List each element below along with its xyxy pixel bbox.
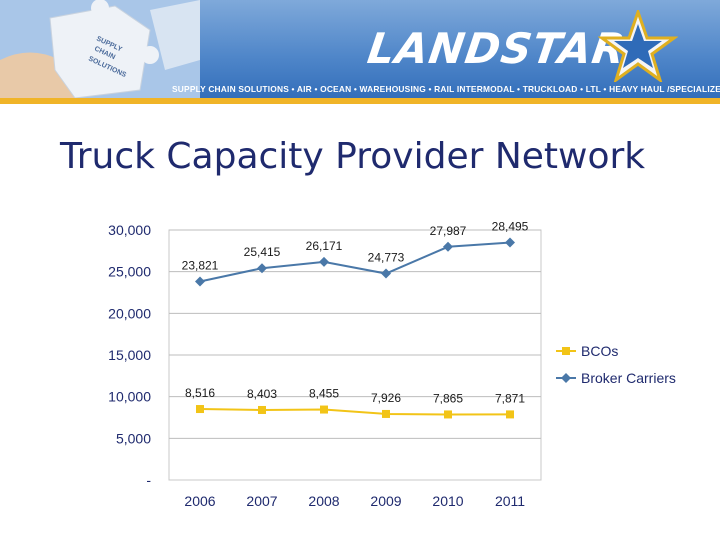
data-label: 26,171 (306, 239, 343, 253)
x-tick-label: 2008 (308, 493, 339, 509)
data-label: 8,403 (247, 387, 277, 401)
puzzle-hand-image: SUPPLY CHAIN SOLUTIONS (0, 0, 200, 98)
y-tick-label: 20,000 (108, 305, 151, 321)
legend-entry-label: Broker Carriers (581, 370, 676, 386)
data-label: 25,415 (244, 245, 281, 259)
data-label: 28,495 (492, 220, 529, 234)
series-line-2 (199, 241, 511, 283)
data-point-marker (257, 263, 267, 274)
legend-swatch-marker (562, 347, 570, 355)
data-point-marker (319, 256, 329, 267)
series-line-1 (199, 408, 511, 416)
data-label: 8,516 (185, 386, 215, 400)
data-label: 24,773 (368, 251, 405, 265)
data-label: 27,987 (430, 224, 467, 238)
data-point-marker (382, 409, 390, 418)
data-point-marker (320, 405, 328, 414)
star-logo-icon (598, 10, 678, 82)
header-banner: SUPPLY CHAIN SOLUTIONS LANDSTAR SUPPLY C… (0, 0, 720, 104)
slide-title: Truck Capacity Provider Network (60, 136, 646, 177)
x-tick-label: 2011 (495, 493, 525, 509)
x-tick-label: 2006 (184, 493, 215, 509)
data-label: 8,455 (309, 387, 339, 401)
y-tick-label: 25,000 (108, 264, 151, 280)
y-tick-label: 10,000 (108, 389, 151, 405)
data-point-marker (258, 405, 266, 414)
legend-entry-label: BCOs (581, 343, 618, 359)
data-label: 7,865 (433, 391, 463, 405)
data-label: 7,926 (371, 391, 401, 405)
data-point-marker (196, 405, 204, 414)
data-point-marker (381, 268, 391, 279)
y-tick-label: 5,000 (116, 430, 151, 446)
data-point-marker (195, 276, 205, 287)
x-tick-label: 2010 (432, 493, 463, 509)
data-point-marker (444, 410, 452, 419)
data-point-marker (505, 237, 515, 248)
y-tick-label: 15,000 (108, 347, 151, 363)
banner-accent-stripe (0, 98, 720, 104)
data-point-marker (443, 241, 453, 252)
y-tick-label: 30,000 (108, 222, 151, 238)
x-tick-label: 2009 (370, 493, 401, 509)
services-tagline: SUPPLY CHAIN SOLUTIONS • AIR • OCEAN • W… (172, 84, 720, 94)
legend-swatch-marker (561, 373, 571, 383)
data-label: 23,821 (182, 258, 219, 272)
y-tick-label: - (146, 472, 151, 488)
x-tick-label: 2007 (246, 493, 277, 509)
data-label: 7,871 (495, 391, 525, 405)
data-point-marker (506, 410, 514, 419)
